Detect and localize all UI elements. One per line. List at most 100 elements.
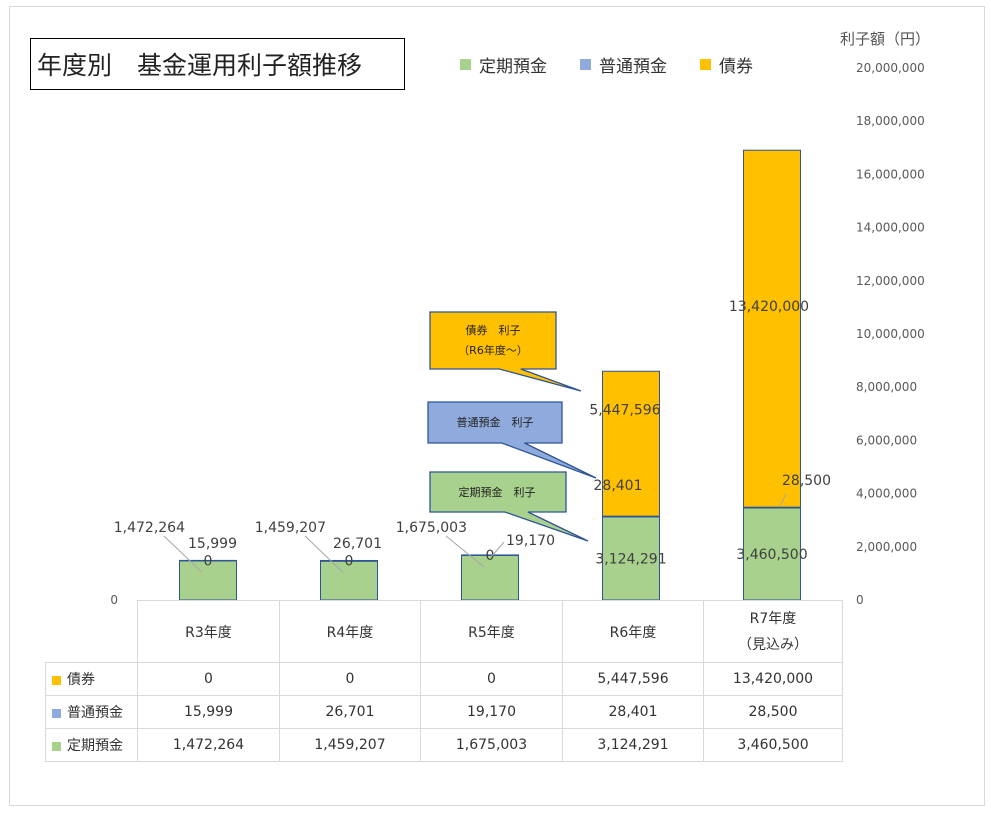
table-cell: 3,124,291 [562, 728, 704, 762]
legend-item-bond: 債券 [700, 52, 753, 77]
y-tick-label: 2,000,000 [856, 540, 917, 554]
table-cell: 13,420,000 [703, 662, 843, 696]
data-label-ordinary: 19,170 [506, 533, 555, 549]
table-cell: 3,460,500 [703, 728, 843, 762]
left-axis-zero-label: 0 [110, 593, 118, 607]
table-header-text: R5年度 [468, 624, 515, 641]
leader-line [779, 493, 787, 507]
table-cell: 1,675,003 [420, 728, 563, 762]
leader-line [163, 535, 203, 573]
data-label-fixed: 1,459,207 [255, 520, 326, 536]
callout-fixed [429, 471, 589, 542]
data-label-ordinary: 15,999 [188, 536, 237, 552]
callout-bond-subtext: （R6年度～） [458, 343, 528, 357]
y-tick-label: 12,000,000 [856, 274, 925, 288]
table-cell: 5,447,596 [562, 662, 704, 696]
table-row-ordinary: 普通預金 15,999 26,701 19,170 28,401 28,500 [45, 695, 843, 729]
legend-item-ordinary-deposit: 普通預金 [580, 52, 667, 77]
y-tick-label: 6,000,000 [856, 433, 917, 447]
bar-fixed-deposit [602, 516, 660, 601]
y-tick-label: 10,000,000 [856, 327, 925, 341]
table-header-text: R3年度 [185, 624, 232, 641]
callout-bond-text: 債券 利子 [466, 323, 521, 337]
data-label-fixed: 1,472,264 [114, 520, 185, 536]
table-cell: 28,401 [562, 695, 704, 729]
y-tick-label: 0 [856, 593, 864, 607]
callout-bond [429, 311, 582, 392]
y-tick-label: 16,000,000 [856, 167, 925, 181]
bar-bond [743, 149, 801, 508]
data-label-ordinary: 28,401 [594, 478, 643, 494]
table-header-text: R4年度 [326, 624, 374, 641]
table-cell: 0 [137, 662, 280, 696]
data-label-fixed: 3,460,500 [736, 547, 807, 563]
table-header-cell: R4年度 [279, 600, 421, 663]
bar-ordinary-deposit [461, 554, 519, 556]
data-label-fixed: 3,124,291 [595, 551, 666, 567]
y-tick-label: 14,000,000 [856, 221, 925, 235]
table-row-label: 債券 [45, 662, 138, 696]
bar-bond [602, 370, 660, 517]
table-header-subtext: （見込み） [738, 636, 808, 653]
table-row-label: 普通預金 [45, 695, 138, 729]
data-label-bond: 0 [345, 553, 354, 569]
table-cell: 1,459,207 [279, 728, 421, 762]
table-cell: 19,170 [420, 695, 563, 729]
table-row-bond: 債券 0 0 0 5,447,596 13,420,000 [45, 662, 843, 696]
data-label-bond: 0 [486, 548, 495, 564]
table-row-fixed: 定期預金 1,472,264 1,459,207 1,675,003 3,124… [45, 728, 843, 762]
table-header-cell: R3年度 [137, 600, 280, 663]
legend-label-fixed: 定期預金 [479, 57, 547, 77]
chart-title: 年度別 基金運用利子額推移 [30, 38, 405, 90]
data-table: R3年度 R4年度 R5年度 R6年度 R7年度 （見込み） 債券 0 0 0 5… [45, 600, 843, 762]
bar-ordinary-deposit [320, 559, 378, 562]
chart-frame [9, 6, 985, 806]
table-cell: 28,500 [703, 695, 843, 729]
table-header-text: R7年度 [749, 610, 797, 627]
data-label-ordinary: 28,500 [782, 473, 831, 489]
table-cell: 1,472,264 [137, 728, 280, 762]
leader-line [491, 541, 505, 557]
table-cell: 0 [279, 662, 421, 696]
legend-label-ordinary: 普通預金 [599, 57, 667, 77]
y-axis-unit-label: 利子額（円） [840, 30, 931, 48]
bar-fixed-deposit [743, 507, 801, 601]
data-label-bond: 0 [204, 553, 213, 569]
table-header-cell: R7年度 （見込み） [703, 600, 843, 663]
table-header-text: R6年度 [609, 624, 657, 641]
row-label-text: 債券 [67, 672, 95, 688]
row-label-text: 定期預金 [67, 738, 123, 754]
table-corner-cell [45, 600, 138, 663]
leader-line [304, 535, 344, 573]
row-swatch-bond [52, 675, 61, 685]
row-label-text: 普通預金 [67, 705, 123, 721]
legend-swatch-fixed [460, 59, 471, 70]
callout-fixed-text: 定期預金 利子 [459, 485, 536, 499]
legend-label-bond: 債券 [719, 57, 753, 77]
table-cell: 15,999 [137, 695, 280, 729]
legend-item-fixed-deposit: 定期預金 [460, 52, 547, 77]
legend-swatch-ordinary [580, 59, 591, 70]
data-label-fixed: 1,675,003 [396, 520, 467, 536]
y-tick-label: 18,000,000 [856, 114, 925, 128]
table-header-row: R3年度 R4年度 R5年度 R6年度 R7年度 （見込み） [45, 600, 843, 663]
data-label-bond: 13,420,000 [729, 299, 809, 315]
table-header-cell: R6年度 [562, 600, 704, 663]
bar-fixed-deposit [179, 560, 237, 601]
row-swatch-fixed [52, 741, 61, 751]
table-cell: 26,701 [279, 695, 421, 729]
table-cell: 0 [420, 662, 563, 696]
row-swatch-ordinary [52, 708, 61, 718]
callout-ordinary [427, 401, 597, 479]
table-header-cell: R5年度 [420, 600, 563, 663]
y-tick-label: 8,000,000 [856, 380, 917, 394]
y-tick-label: 4,000,000 [856, 487, 917, 501]
y-tick-label: 20,000,000 [856, 61, 925, 75]
data-label-bond: 5,447,596 [589, 403, 660, 419]
table-row-label: 定期預金 [45, 728, 138, 762]
callout-ordinary-text: 普通預金 利子 [457, 415, 534, 429]
leader-line [445, 535, 485, 568]
data-label-ordinary: 26,701 [333, 536, 382, 552]
bar-fixed-deposit [320, 560, 378, 601]
